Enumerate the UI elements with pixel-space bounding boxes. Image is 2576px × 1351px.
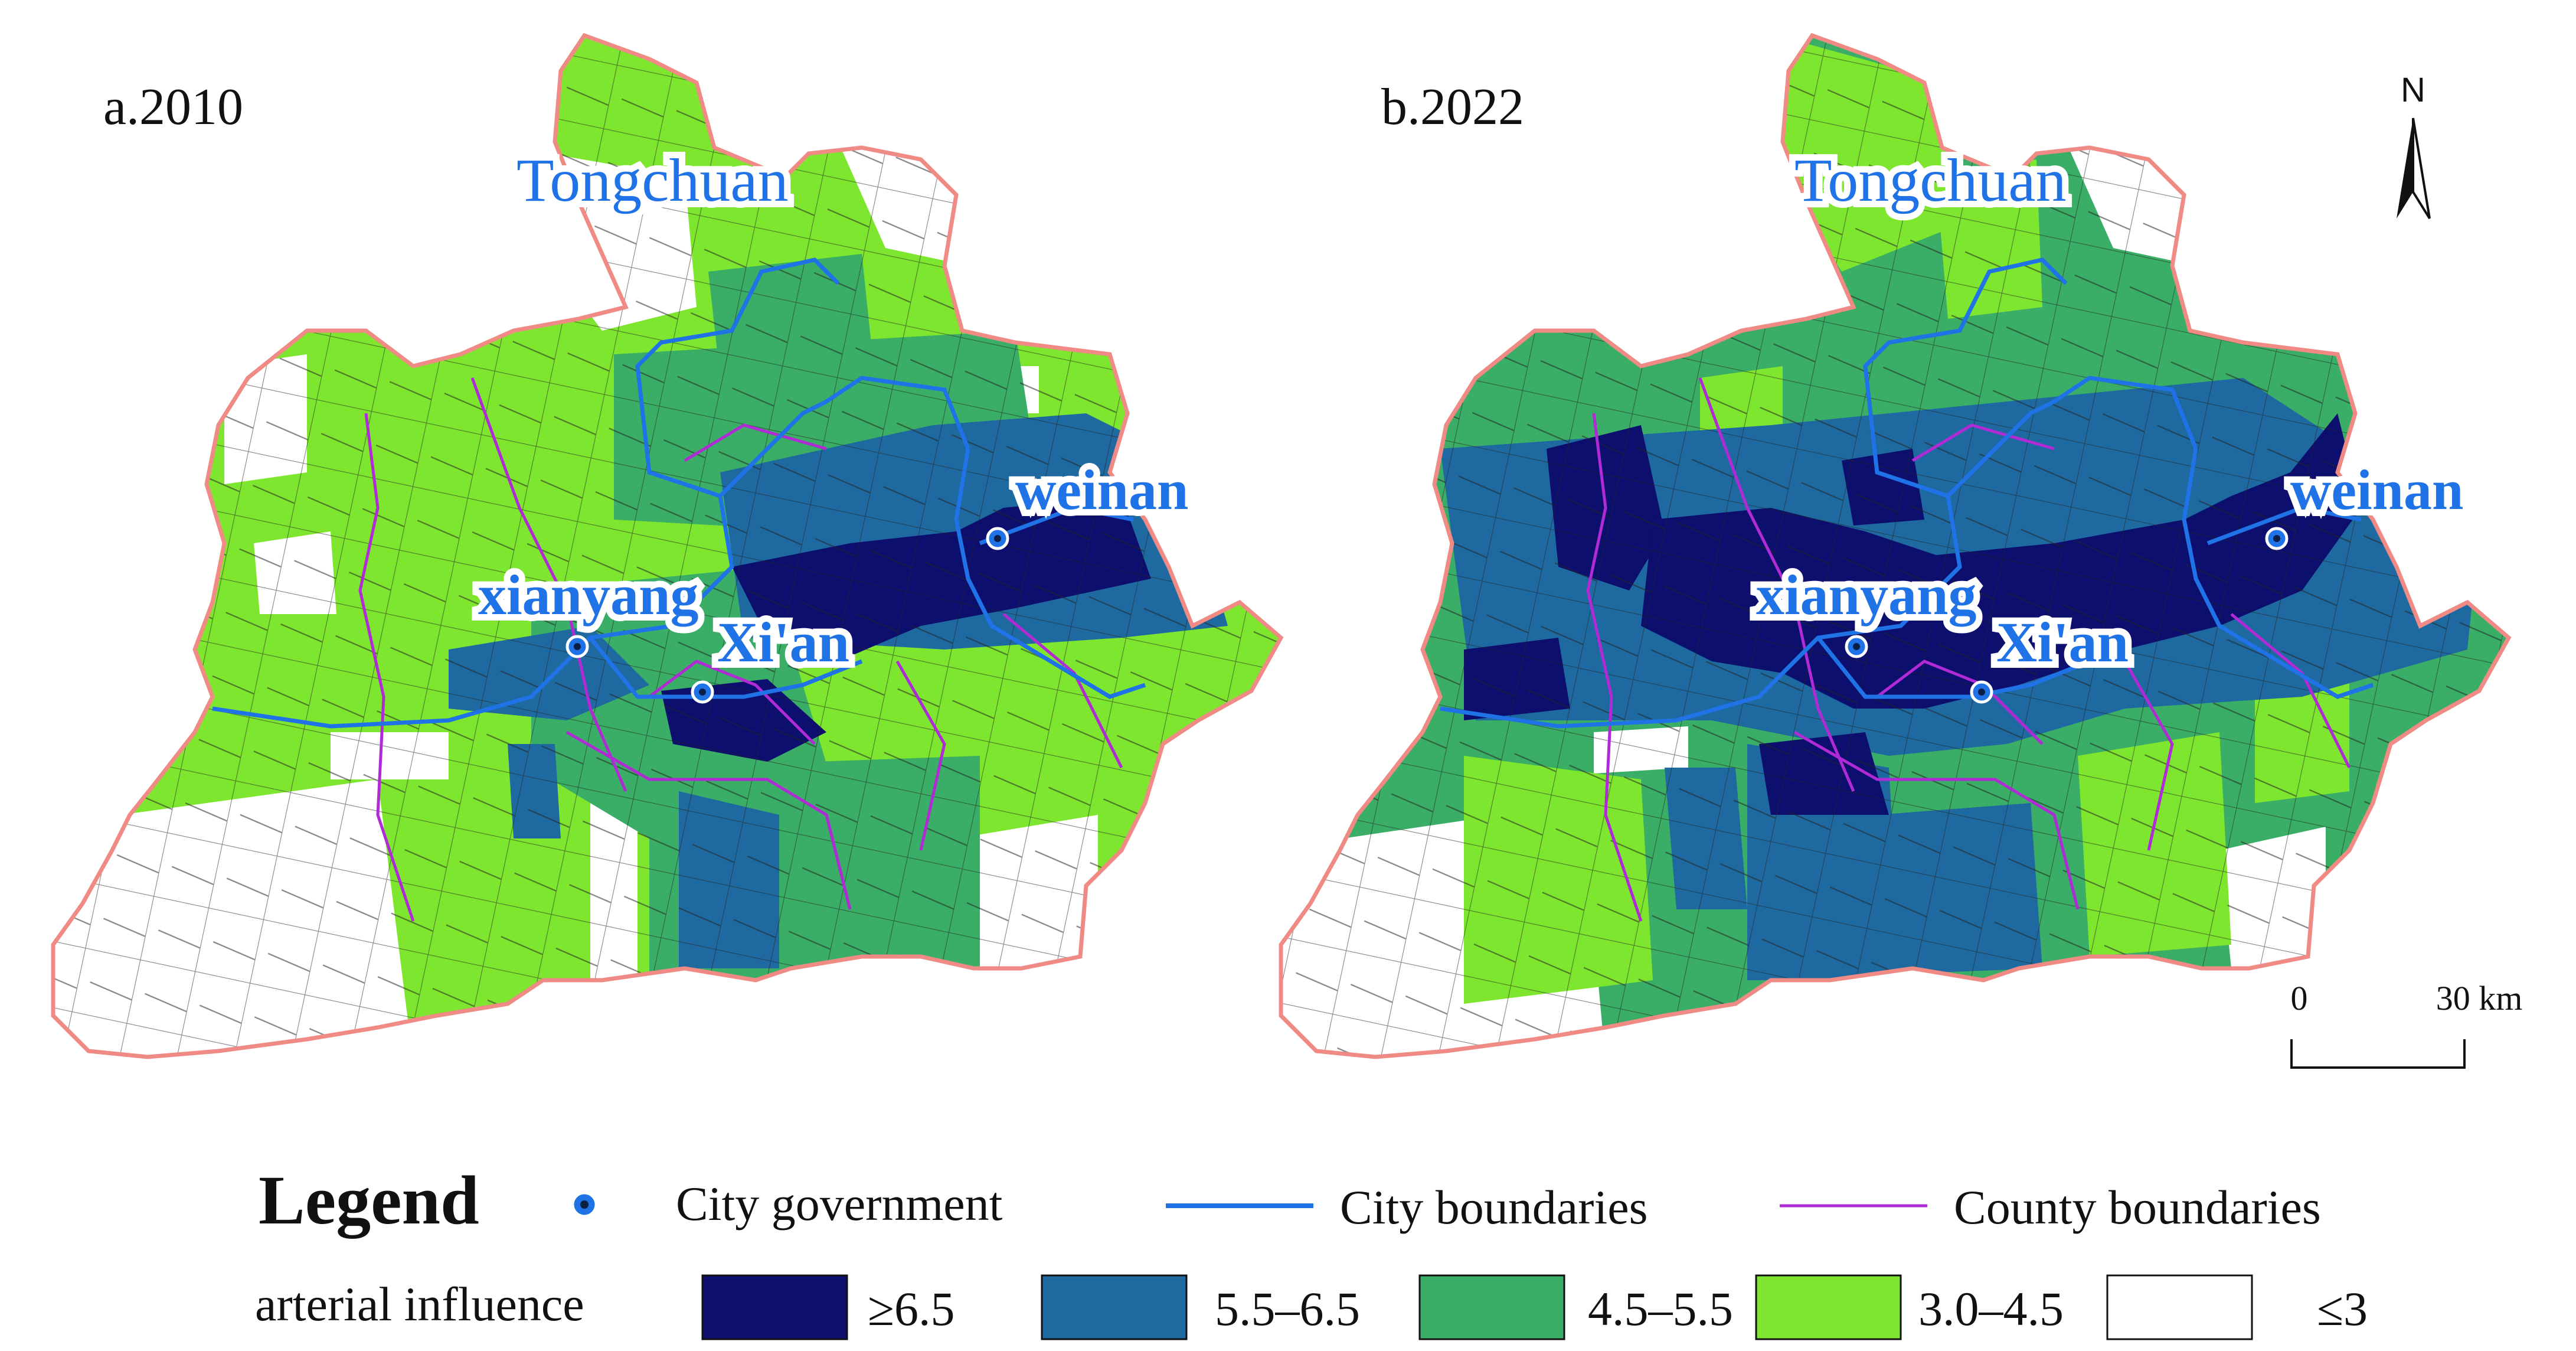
region-outline-2022 — [1279, 32, 2512, 1059]
class-label-4: 3.0–4.5 — [1918, 1282, 2064, 1336]
scale-bar: 0 30 km — [2290, 979, 2523, 1069]
class-label-2: 5.5–6.5 — [1215, 1282, 1360, 1336]
city-marker-xianyang — [565, 635, 589, 658]
city-label-xianyang: xianyang — [1756, 563, 1976, 626]
city-label-xian: Xi'an — [1996, 611, 2129, 674]
north-arrow-icon: N — [2397, 71, 2431, 220]
legend-variable: arterial influence — [255, 1277, 584, 1331]
city-marker-xian — [1970, 680, 1993, 704]
city-label-xian: Xi'an — [717, 611, 849, 674]
city-label-xianyang: xianyang — [478, 563, 698, 626]
class-swatch-4 — [1755, 1274, 1902, 1340]
city-marker-weinan — [2265, 527, 2289, 550]
north-label: N — [2401, 71, 2425, 109]
panel-label: a.2010 — [103, 79, 243, 136]
class-label-3: 4.5–5.5 — [1588, 1282, 1733, 1336]
legend-city-boundaries: City boundaries — [1340, 1180, 1648, 1234]
city-label-weinan: weinan — [1015, 458, 1188, 521]
city-government-icon — [571, 1191, 598, 1218]
legend-city-government: City government — [676, 1177, 1003, 1231]
city-label-tongchuan: Tongchuan — [516, 146, 789, 214]
class-swatch-2 — [1041, 1274, 1188, 1340]
city-marker-xianyang — [1845, 635, 1868, 658]
map-panel-2010: a.2010 Tongchuan xianyang Xi'an weinan — [51, 32, 1284, 1059]
map-panel-2022: b.2022 Tongchuan xianyang Xi'an weinan — [1279, 32, 2512, 1059]
legend: Legend City government City boundaries C… — [255, 1161, 2368, 1340]
panel-label: b.2022 — [1381, 79, 1524, 136]
scale-end: 30 km — [2436, 979, 2523, 1017]
class-label-5: ≤3 — [2317, 1282, 2368, 1336]
scale-start: 0 — [2291, 979, 2308, 1017]
class-swatch-5 — [2106, 1274, 2253, 1340]
city-marker-weinan — [986, 527, 1009, 550]
legend-county-boundaries: County boundaries — [1954, 1180, 2321, 1234]
class-swatch-3 — [1418, 1274, 1565, 1340]
class-label-1: ≥6.5 — [868, 1282, 955, 1336]
city-label-weinan: weinan — [2290, 458, 2463, 521]
city-marker-xian — [691, 680, 714, 704]
city-label-tongchuan: Tongchuan — [1794, 146, 2067, 214]
class-swatch-1 — [701, 1274, 848, 1340]
legend-title: Legend — [259, 1161, 479, 1239]
region-outline-2010 — [51, 32, 1284, 1059]
